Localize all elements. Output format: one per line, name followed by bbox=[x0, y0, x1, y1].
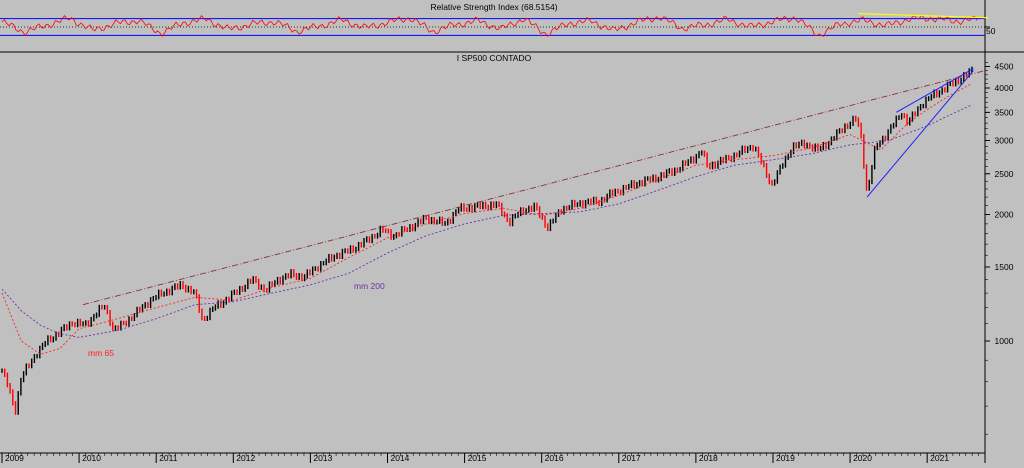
x-tick-label: 2014 bbox=[390, 453, 409, 463]
x-tick-label: 2011 bbox=[159, 453, 178, 463]
rsi-panel: Relative Strength Index (68.5154) 50 bbox=[430, 2, 995, 36]
y-tick-label: 2500 bbox=[995, 169, 1014, 179]
channel-trendline bbox=[82, 70, 986, 306]
x-tick-label: 2012 bbox=[236, 453, 255, 463]
x-tick-label: 2021 bbox=[930, 453, 949, 463]
ma65-line bbox=[1, 83, 973, 355]
wedge-upper-line bbox=[896, 68, 974, 113]
x-tick-label: 2016 bbox=[545, 453, 564, 463]
y-tick-label: 2000 bbox=[995, 210, 1014, 220]
x-tick-label: 2020 bbox=[853, 453, 872, 463]
x-tick-label: 2009 bbox=[5, 453, 24, 463]
ma65-annotation: mm 65 bbox=[88, 348, 114, 358]
y-tick-label: 4500 bbox=[995, 62, 1014, 72]
y-tick-label: 1500 bbox=[995, 262, 1014, 272]
x-tick-label: 2010 bbox=[82, 453, 101, 463]
x-tick-label: 2015 bbox=[468, 453, 487, 463]
chart-marks bbox=[0, 12, 989, 415]
rsi-tick-label: 50 bbox=[986, 26, 996, 36]
ma200-annotation: mm 200 bbox=[354, 281, 385, 291]
price-panel: I SP500 CONTADO mm 200 mm 65 bbox=[88, 53, 532, 358]
x-tick-label: 2017 bbox=[622, 453, 641, 463]
x-tick-label: 2018 bbox=[699, 453, 718, 463]
ma200-line bbox=[1, 104, 973, 338]
y-tick-label: 1000 bbox=[995, 336, 1014, 346]
rsi-panel-title: Relative Strength Index (68.5154) bbox=[430, 2, 557, 12]
x-tick-label: 2013 bbox=[313, 453, 332, 463]
price-panel-title: I SP500 CONTADO bbox=[457, 53, 532, 63]
rsi-line bbox=[1, 14, 978, 37]
rsi-trendline bbox=[857, 12, 989, 19]
wedge-lower-line bbox=[866, 70, 974, 198]
y-tick-label: 3000 bbox=[995, 136, 1014, 146]
y-tick-label: 4000 bbox=[995, 83, 1014, 93]
x-tick-label: 2019 bbox=[776, 453, 795, 463]
y-tick-label: 3500 bbox=[995, 107, 1014, 117]
